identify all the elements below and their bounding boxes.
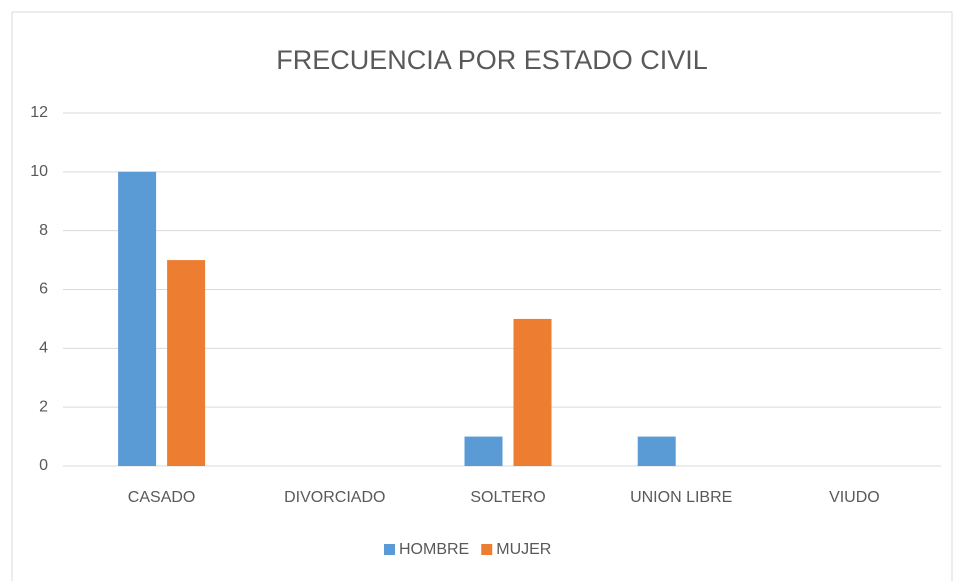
legend-swatch <box>481 544 493 555</box>
x-tick-label: CASADO <box>128 489 196 506</box>
bar <box>464 436 503 466</box>
y-tick-label: 12 <box>30 104 48 121</box>
bar <box>637 436 676 466</box>
chart-title: FRECUENCIA POR ESTADO CIVIL <box>276 45 708 75</box>
legend-label: HOMBRE <box>399 541 469 558</box>
bar <box>167 260 206 466</box>
x-tick-label: DIVORCIADO <box>284 489 385 506</box>
x-tick-label: UNION LIBRE <box>630 489 732 506</box>
x-tick-label: SOLTERO <box>470 489 545 506</box>
bar <box>513 318 552 466</box>
y-tick-label: 8 <box>39 222 48 239</box>
y-tick-label: 10 <box>30 163 48 180</box>
y-tick-label: 4 <box>39 340 48 357</box>
x-tick-label: VIUDO <box>829 489 880 506</box>
bar <box>118 171 157 467</box>
legend-label: MUJER <box>496 541 551 558</box>
legend-swatch <box>384 544 395 555</box>
y-tick-label: 6 <box>39 281 48 298</box>
y-tick-label: 2 <box>39 398 48 415</box>
y-tick-label: 0 <box>39 457 48 474</box>
